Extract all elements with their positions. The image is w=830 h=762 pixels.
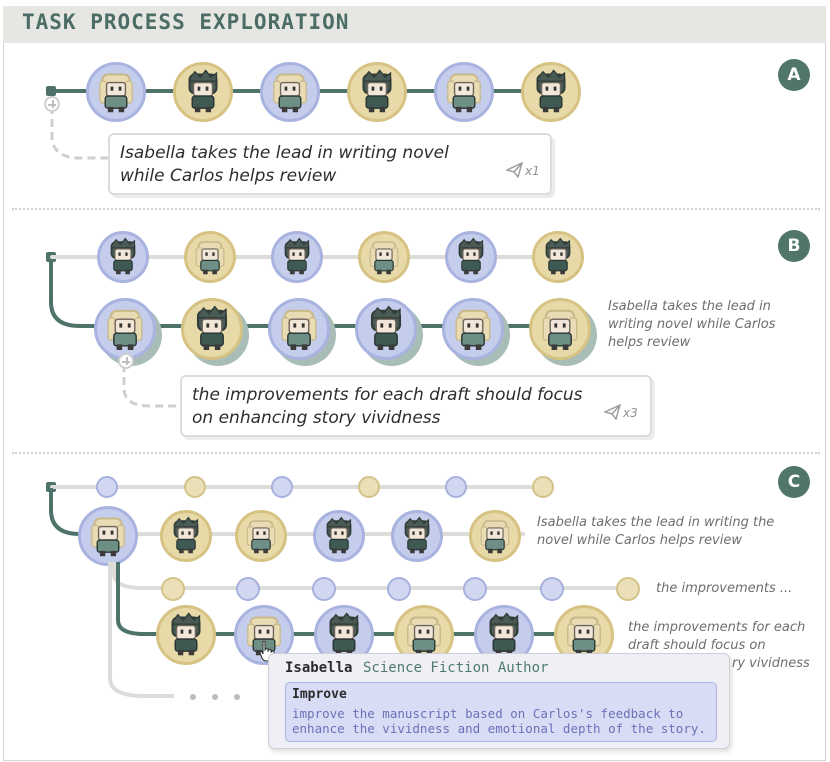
title-bar [3, 6, 826, 43]
step-dot[interactable] [236, 577, 260, 601]
more-dot [212, 694, 218, 700]
side-note: the improvements for each draft should f… [628, 619, 810, 673]
avatar-isabella[interactable] [94, 298, 156, 360]
more-dot [234, 694, 240, 700]
avatar-carlos[interactable] [181, 298, 243, 360]
step-dot[interactable] [358, 476, 380, 498]
avatar-carlos[interactable] [156, 605, 216, 665]
avatar-carlos[interactable] [347, 62, 407, 122]
section-badge-a: A [778, 59, 810, 91]
avatar-isabella[interactable] [434, 62, 494, 122]
side-note-line: novel while Carlos helps review [537, 533, 742, 548]
step-dot[interactable] [184, 476, 206, 498]
side-note: Isabella takes the lead in writing the n… [537, 514, 774, 550]
side-note: Isabella takes the lead in writing novel… [608, 298, 776, 352]
branch-lines [108, 562, 174, 698]
side-note-line: ry vividness [732, 656, 810, 671]
branch-connector [50, 106, 110, 160]
side-note-line: writing novel while Carlos [608, 317, 776, 332]
timeline-line [100, 324, 570, 328]
side-note-line: the improvements for each [628, 620, 806, 635]
section-divider [12, 452, 820, 454]
message-line: on enhancing story vividness [192, 408, 441, 428]
send-count: x3 [623, 406, 638, 420]
tooltip-action-card: Improve improve the manuscript based on … [285, 682, 717, 742]
avatar-carlos[interactable] [271, 231, 323, 283]
step-dot[interactable] [161, 577, 185, 601]
section-badge-b: B [778, 230, 810, 262]
avatar-carlos[interactable] [532, 231, 584, 283]
add-branch-button[interactable] [44, 96, 60, 112]
side-note-line: helps review [608, 335, 691, 350]
message-line: Isabella takes the lead in writing novel [120, 143, 449, 163]
avatar-isabella[interactable] [184, 231, 236, 283]
side-note-line: Isabella takes the lead in [608, 299, 771, 314]
more-dot [190, 694, 196, 700]
description-line: improve the manuscript based on Carlos's… [292, 706, 684, 721]
avatar-carlos[interactable] [355, 298, 417, 360]
avatar-isabella[interactable] [529, 298, 591, 360]
avatar-isabella[interactable] [469, 510, 521, 562]
avatar-isabella[interactable] [268, 298, 330, 360]
tooltip-action-description: improve the manuscript based on Carlos's… [292, 706, 712, 736]
avatar-carlos[interactable] [521, 62, 581, 122]
avatar-carlos[interactable] [173, 62, 233, 122]
tooltip-agent-role: Science Fiction Author [363, 660, 549, 676]
timeline-line [172, 632, 612, 636]
panel-border [3, 43, 826, 761]
send-icon [603, 403, 622, 421]
message-line: the improvements for each draft should f… [192, 385, 583, 405]
avatar-isabella[interactable] [235, 510, 287, 562]
avatar-isabella[interactable] [358, 231, 410, 283]
message-box[interactable] [108, 133, 552, 195]
section-divider [12, 208, 820, 210]
step-dot[interactable] [312, 577, 336, 601]
send-counter[interactable]: x3 [603, 403, 638, 421]
add-branch-button[interactable] [118, 353, 134, 369]
step-dot[interactable] [445, 476, 467, 498]
avatar-isabella[interactable] [86, 62, 146, 122]
avatar-isabella[interactable] [260, 62, 320, 122]
send-count: x1 [525, 164, 540, 178]
message-box[interactable] [180, 375, 652, 437]
page-title: TASK PROCESS EXPLORATION [22, 10, 350, 34]
message-text: Isabella takes the lead in writing novel… [120, 142, 449, 188]
side-note-line: Isabella takes the lead in writing the [537, 515, 775, 530]
side-note-line: draft should focus on [628, 638, 766, 653]
branch-curve [49, 260, 110, 328]
tooltip-action-title: Improve [292, 687, 347, 702]
step-dot[interactable] [540, 577, 564, 601]
avatar-isabella[interactable] [442, 298, 504, 360]
description-line: enhance the vividness and emotional dept… [292, 721, 706, 736]
step-dot[interactable] [532, 476, 554, 498]
avatar-isabella[interactable] [78, 506, 138, 566]
send-counter[interactable]: x1 [505, 161, 540, 179]
step-dot[interactable] [616, 577, 640, 601]
agent-tooltip: Isabella Science Fiction Author Improve … [268, 653, 730, 749]
side-note: the improvements ... [656, 581, 793, 596]
avatar-carlos[interactable] [97, 231, 149, 283]
step-dot[interactable] [463, 577, 487, 601]
avatar-carlos[interactable] [445, 231, 497, 283]
step-dot[interactable] [96, 476, 118, 498]
send-icon [505, 161, 524, 179]
avatar-carlos[interactable] [160, 510, 212, 562]
step-dot[interactable] [271, 476, 293, 498]
message-text: the improvements for each draft should f… [192, 384, 583, 430]
avatar-carlos[interactable] [391, 510, 443, 562]
step-dot[interactable] [387, 577, 411, 601]
section-badge-c: C [778, 466, 810, 498]
timeline-line [50, 485, 544, 489]
tooltip-agent-name: Isabella [285, 660, 353, 676]
avatar-carlos[interactable] [313, 510, 365, 562]
message-line: while Carlos helps review [120, 166, 337, 186]
branch-connector [122, 364, 180, 408]
